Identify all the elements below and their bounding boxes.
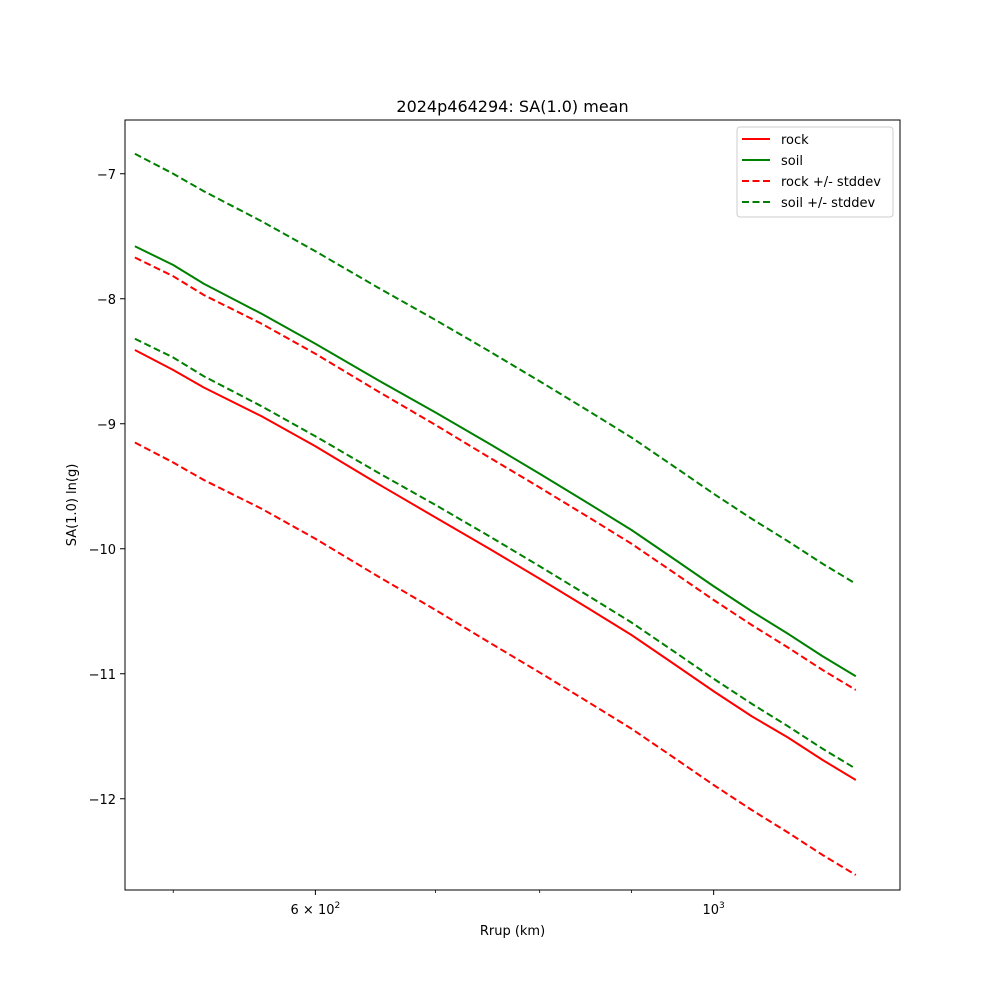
- y-axis: −7 −8 −9 −10 −11 −12: [89, 168, 125, 808]
- plot-frame: [124, 119, 901, 891]
- series-line-1: [134, 245, 857, 678]
- series-line-0: [134, 349, 857, 781]
- y-tick-label-5: −12: [89, 793, 116, 808]
- series-layer: [134, 152, 857, 876]
- legend: rock soil rock +/- stddev soil +/- stddev: [736, 126, 894, 218]
- y-tick-label-4: −11: [89, 668, 116, 683]
- chart-title: 2024p464294: SA(1.0) mean: [396, 97, 628, 116]
- legend-box: [736, 126, 894, 218]
- legend-label-0: rock: [781, 133, 809, 148]
- plot-area: [134, 152, 857, 876]
- y-tick-label-3: −10: [89, 543, 116, 558]
- y-tick-label-2: −9: [97, 418, 116, 433]
- x-tick-label-1: 103: [703, 901, 725, 918]
- x-axis-label: Rrup (km): [480, 924, 545, 939]
- x-tick-label-0: 6 × 102: [291, 901, 341, 918]
- series-line-2: [134, 256, 857, 691]
- legend-label-3: soil +/- stddev: [781, 196, 876, 211]
- legend-label-2: rock +/- stddev: [781, 175, 881, 190]
- series-line-4: [134, 152, 857, 585]
- legend-label-1: soil: [781, 154, 803, 169]
- series-line-3: [134, 441, 857, 876]
- series-line-5: [134, 337, 857, 770]
- y-tick-label-0: −7: [97, 168, 116, 183]
- y-tick-label-1: −8: [97, 293, 116, 308]
- x-axis: 6 × 102 103: [172, 890, 725, 918]
- y-axis-label: SA(1.0) ln(g): [65, 464, 80, 547]
